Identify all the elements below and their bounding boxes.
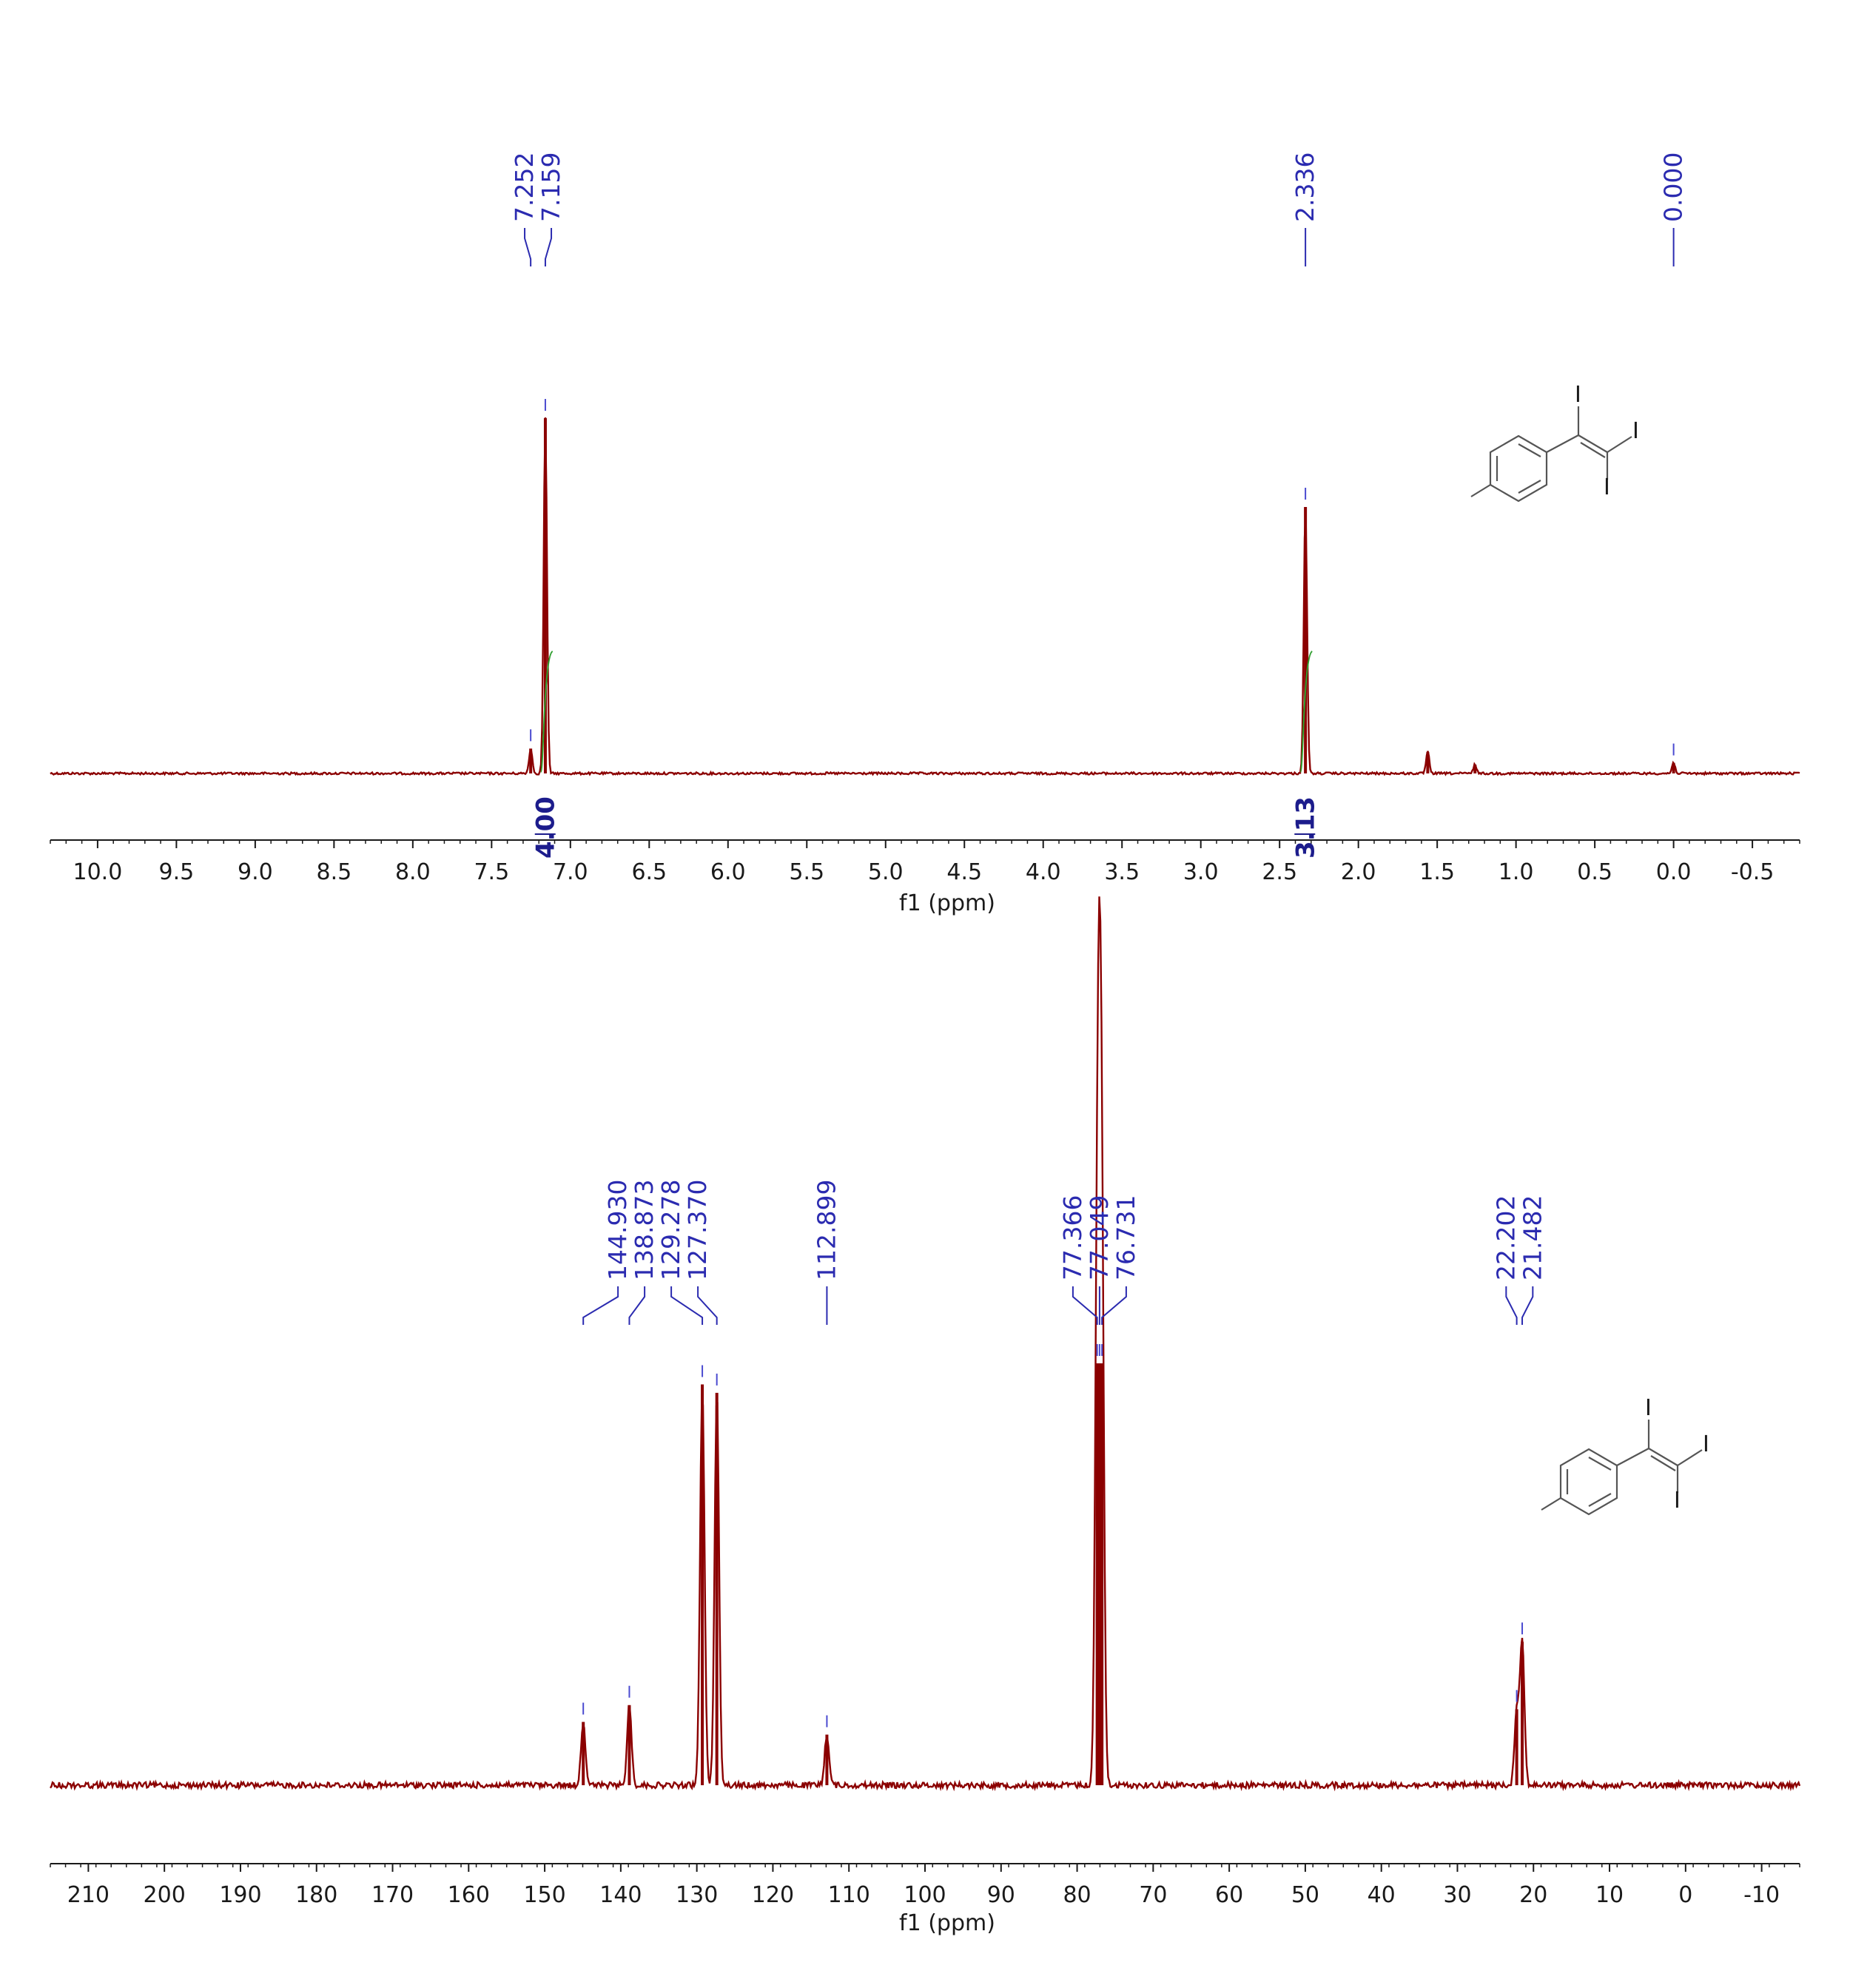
methyl-bond xyxy=(1541,1497,1561,1511)
x-tick-label: 200 xyxy=(144,1882,186,1908)
iodine-label: I xyxy=(1645,1395,1652,1421)
x-axis-title: f1 (ppm) xyxy=(899,890,995,916)
x-tick-label: 1.5 xyxy=(1419,859,1455,885)
x-tick-label: 3.0 xyxy=(1183,859,1219,885)
x-tick-label: 3.5 xyxy=(1104,859,1140,885)
x-tick-label: 4.0 xyxy=(1026,859,1061,885)
x-tick-label: 50 xyxy=(1291,1882,1319,1908)
x-tick-label: 1.0 xyxy=(1498,859,1534,885)
peak-label-connector xyxy=(697,1286,718,1325)
x-tick-label: 8.5 xyxy=(316,859,352,885)
structure-drawing-2 xyxy=(1541,1420,1703,1516)
x-tick-label: -10 xyxy=(1743,1882,1780,1908)
x-tick-label: 9.0 xyxy=(238,859,273,885)
peak-label-connector xyxy=(1505,1286,1518,1325)
integral-value-label: 4.00 xyxy=(531,796,561,859)
x-tick-label: 5.0 xyxy=(868,859,904,885)
x-tick-label: 9.5 xyxy=(159,859,195,885)
x-tick-label: 2.0 xyxy=(1341,859,1376,885)
x-tick-label: 90 xyxy=(987,1882,1015,1908)
peak-label: 77.049 xyxy=(1085,1195,1114,1280)
x-tick-label: 4.5 xyxy=(946,859,982,885)
peak-label: 2.336 xyxy=(1291,152,1319,222)
structure-drawing-1 xyxy=(1470,406,1632,503)
x-tick-label: 40 xyxy=(1368,1882,1396,1908)
x-tick-label: 80 xyxy=(1063,1882,1091,1908)
integral-value-label: 3.13 xyxy=(1291,796,1320,859)
peak-label: 112.899 xyxy=(812,1180,841,1280)
peak-label: 22.202 xyxy=(1491,1195,1520,1280)
benzene-ring xyxy=(1559,1448,1618,1516)
x-tick-label: 5.5 xyxy=(789,859,824,885)
x-tick-label: 30 xyxy=(1443,1882,1471,1908)
x-tick-label: 170 xyxy=(371,1882,414,1908)
x-tick-label: 0.5 xyxy=(1577,859,1612,885)
spectrum-trace xyxy=(50,896,1801,1792)
x-tick-label: 60 xyxy=(1215,1882,1243,1908)
x-tick-label: 10 xyxy=(1595,1882,1624,1908)
peak-label: 7.252 xyxy=(510,152,539,222)
c-nmr-spectrum-panel: 210 200 190 180 170 160 150 140 130 120 110 100 90 80… xyxy=(50,896,1801,1936)
peak-label: 76.731 xyxy=(1111,1195,1140,1280)
methyl-bond xyxy=(1470,484,1491,497)
peak-label-connector xyxy=(628,1286,646,1325)
peak-label: 77.366 xyxy=(1058,1195,1087,1280)
iodine-label: I xyxy=(1674,1488,1681,1514)
peak-label-connector xyxy=(1521,1286,1534,1325)
peak-label: 138.873 xyxy=(630,1180,659,1280)
x-tick-label: 20 xyxy=(1519,1882,1547,1908)
iodine-label: I xyxy=(1604,474,1610,500)
x-tick-label: 160 xyxy=(448,1882,490,1908)
x-axis-title: f1 (ppm) xyxy=(899,1910,995,1936)
peak-label-connector xyxy=(582,1286,619,1325)
x-tick-label: 130 xyxy=(676,1882,718,1908)
x-tick-label: 110 xyxy=(828,1882,870,1908)
spectrum-trace xyxy=(50,417,1800,776)
integral-curve xyxy=(539,651,554,773)
x-tick-label: 2.5 xyxy=(1262,859,1297,885)
x-tick-label: 8.0 xyxy=(395,859,431,885)
x-tick-label: 190 xyxy=(219,1882,261,1908)
x-tick-label: 100 xyxy=(904,1882,946,1908)
iodine-label: I xyxy=(1703,1431,1709,1457)
peak-label: 21.482 xyxy=(1518,1195,1547,1280)
x-tick-label: 70 xyxy=(1139,1882,1167,1908)
iodine-label: I xyxy=(1575,382,1581,408)
peak-label: 127.370 xyxy=(683,1180,712,1280)
peak-label: 144.930 xyxy=(603,1180,632,1280)
peak-label-connector xyxy=(1101,1286,1127,1325)
x-tick-label: 10.0 xyxy=(73,859,122,885)
peak-label-connector xyxy=(544,228,553,266)
x-tick-label: 150 xyxy=(523,1882,565,1908)
benzene-ring xyxy=(1489,434,1548,503)
peak-label-connector xyxy=(670,1286,704,1325)
x-tick-label: 0 xyxy=(1678,1882,1692,1908)
peak-label: 7.159 xyxy=(536,152,565,222)
x-tick-label: 7.0 xyxy=(553,859,588,885)
x-tick-label: 7.5 xyxy=(474,859,509,885)
integral-curve xyxy=(1299,651,1314,773)
x-tick-label: 210 xyxy=(67,1882,110,1908)
x-tick-label: 140 xyxy=(599,1882,642,1908)
h-nmr-spectrum-panel: 10.0 9.5 9.0 8.5 8.0 7.5 7.0 6.5 6.0 5.5 5.0 4.5 4.0… xyxy=(50,152,1800,916)
peak-label-connector xyxy=(1072,1286,1098,1325)
peak-label-connector xyxy=(524,228,532,266)
x-tick-label: 6.5 xyxy=(631,859,667,885)
x-tick-label: 180 xyxy=(295,1882,337,1908)
x-tick-label: -0.5 xyxy=(1731,859,1775,885)
peak-label: 129.278 xyxy=(656,1180,685,1280)
x-tick-label: 120 xyxy=(752,1882,794,1908)
peak-label: 0.000 xyxy=(1659,152,1688,222)
iodine-label: I xyxy=(1632,418,1639,444)
x-tick-label: 6.0 xyxy=(710,859,746,885)
x-tick-label: 0.0 xyxy=(1656,859,1692,885)
